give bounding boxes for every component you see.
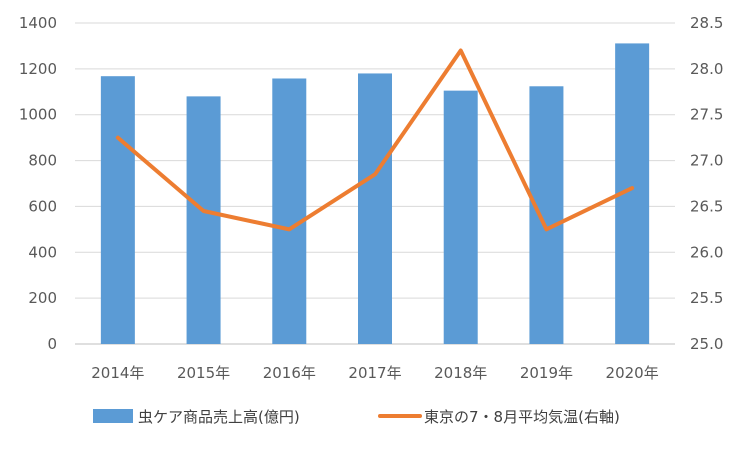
bar-2019年: [529, 86, 564, 344]
right-tick-label: 25.0: [690, 335, 723, 353]
left-tick-label: 1200: [19, 60, 57, 78]
legend-bar-swatch: [93, 409, 133, 423]
x-tick-label: 2015年: [177, 364, 230, 382]
bar-2017年: [358, 73, 392, 344]
bar-2015年: [186, 96, 221, 344]
right-tick-label: 28.0: [690, 60, 723, 78]
left-axis-ticks: 0 200 400 600 800 1000 1200 1400: [19, 14, 57, 353]
left-tick-label: 1400: [19, 14, 57, 32]
left-tick-label: 1000: [19, 106, 57, 124]
bar-series: [100, 43, 650, 345]
left-tick-label: 600: [28, 197, 57, 215]
x-tick-label: 2016年: [263, 364, 316, 382]
left-tick-label: 800: [28, 152, 57, 170]
x-tick-label: 2019年: [520, 364, 573, 382]
left-tick-label: 0: [47, 335, 57, 353]
legend: 虫ケア商品売上高(億円) 東京の7・8月平均気温(右軸): [93, 408, 620, 426]
right-tick-label: 25.5: [690, 289, 723, 307]
bar-2014年: [100, 76, 135, 345]
left-tick-label: 400: [28, 243, 57, 261]
bar-2018年: [443, 90, 478, 344]
bar-2016年: [272, 78, 307, 344]
x-tick-label: 2014年: [91, 364, 144, 382]
right-tick-label: 27.0: [690, 152, 723, 170]
legend-bar-label: 虫ケア商品売上高(億円): [138, 408, 300, 426]
right-tick-label: 28.5: [690, 14, 723, 32]
x-tick-label: 2017年: [348, 364, 401, 382]
line-series: [115, 48, 635, 232]
x-tick-label: 2020年: [606, 364, 659, 382]
legend-line-label: 東京の7・8月平均気温(右軸): [424, 408, 620, 426]
right-tick-label: 26.0: [690, 243, 723, 261]
right-axis-ticks: 25.0 25.5 26.0 26.5 27.0 27.5 28.0 28.5: [690, 14, 723, 353]
left-tick-label: 200: [28, 289, 57, 307]
x-tick-label: 2018年: [434, 364, 487, 382]
x-axis-ticks: 2014年 2015年 2016年 2017年 2018年 2019年 2020年: [91, 364, 658, 382]
right-tick-label: 26.5: [690, 197, 723, 215]
right-tick-label: 27.5: [690, 106, 723, 124]
